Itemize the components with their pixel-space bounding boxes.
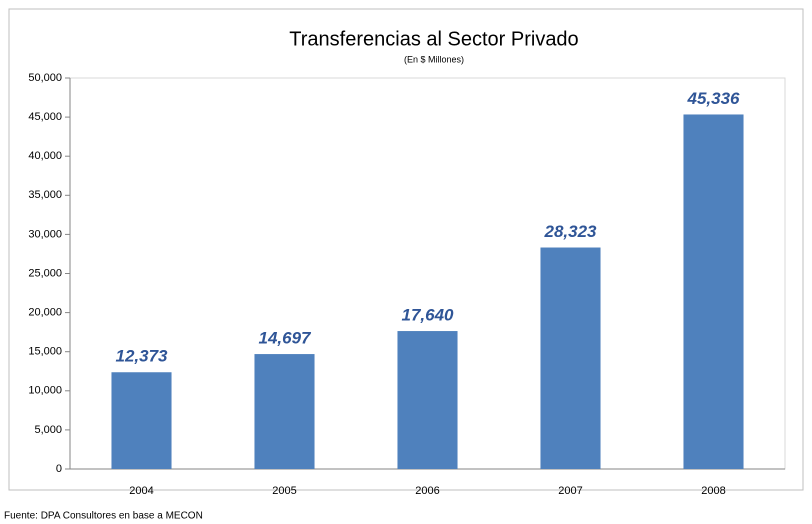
bar: [683, 114, 744, 470]
x-tick-label: 2008: [701, 485, 725, 497]
y-tick-label: 40,000: [28, 150, 62, 162]
x-tick-label: 2007: [558, 485, 582, 497]
y-tick-label: 25,000: [28, 267, 62, 279]
bar: [397, 331, 458, 469]
value-label: 45,336: [687, 89, 741, 108]
value-label: 17,640: [402, 306, 455, 325]
y-tick-label: 20,000: [28, 307, 62, 319]
y-tick-label: 30,000: [28, 228, 62, 240]
y-tick-label: 35,000: [28, 189, 62, 201]
y-tick-label: 0: [56, 463, 62, 475]
x-tick-label: 2006: [415, 485, 439, 497]
value-label: 28,323: [544, 222, 598, 241]
value-label: 14,697: [259, 329, 313, 348]
bar: [540, 247, 601, 469]
y-tick-label: 10,000: [28, 385, 62, 397]
value-label: 12,373: [116, 347, 169, 366]
x-tick-label: 2005: [272, 485, 296, 497]
y-tick-label: 45,000: [28, 111, 62, 123]
chart-subtitle: (En $ Millones): [404, 54, 464, 64]
bar: [111, 372, 172, 469]
y-tick-label: 15,000: [28, 346, 62, 358]
bar: [254, 354, 315, 469]
y-tick-label: 50,000: [28, 72, 62, 84]
x-tick-label: 2004: [129, 485, 153, 497]
source-note: Fuente: DPA Consultores en base a MECON: [4, 511, 203, 522]
y-tick-label: 5,000: [34, 424, 62, 436]
chart-title: Transferencias al Sector Privado: [289, 28, 578, 50]
